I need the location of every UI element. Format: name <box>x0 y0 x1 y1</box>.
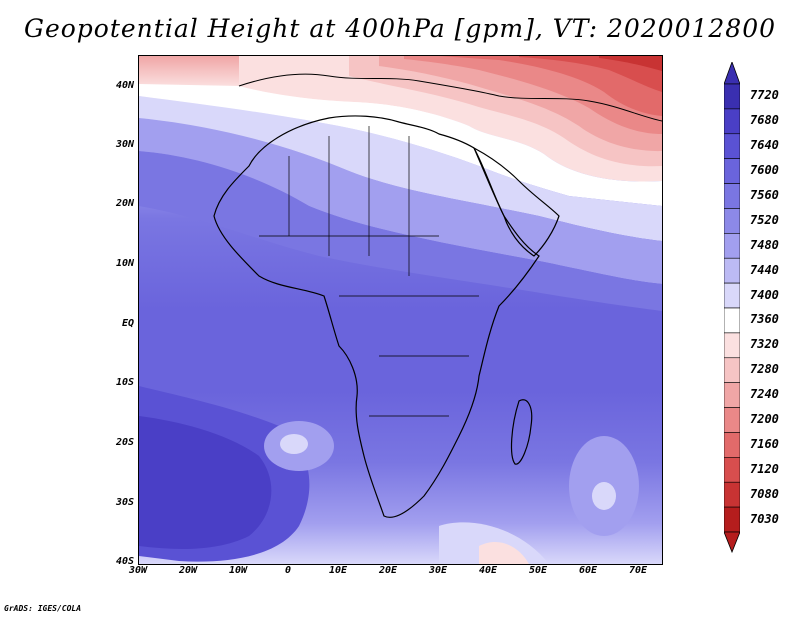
colorbar-swatch <box>723 357 741 383</box>
lon-label-50e: 50E <box>528 565 548 576</box>
contour-7160 <box>519 56 662 92</box>
colorbar-label: 7560 <box>750 188 779 202</box>
contour-7480 <box>139 118 662 284</box>
colorbar-label: 7680 <box>750 113 779 128</box>
lon-label-20e: 20E <box>378 565 398 576</box>
africa-coastline <box>213 115 540 518</box>
lon-label-70e: 70E <box>628 565 648 576</box>
colorbar-swatch <box>723 332 741 359</box>
colorbar-swatch <box>723 506 741 533</box>
colorbar-label: 7720 <box>750 88 779 103</box>
contour-7120 <box>599 56 662 71</box>
colorbar-label: 7480 <box>750 237 779 252</box>
colorbar-swatch <box>723 307 741 334</box>
colorbar-label: 7640 <box>750 138 779 153</box>
colorbar-min-arrow <box>723 531 741 554</box>
colorbar-swatch <box>723 481 741 508</box>
colorbar-swatch <box>723 183 741 209</box>
southern-warm-patch <box>479 542 529 564</box>
lat-label-20s: 20S <box>115 437 134 448</box>
colorbar-swatch <box>723 158 741 184</box>
height-field-map <box>139 56 662 564</box>
country-borders <box>259 126 479 417</box>
contour-7400 <box>139 84 662 206</box>
arabia-outline <box>472 146 560 257</box>
contour-7680 <box>139 416 272 549</box>
colorbar-label: 7400 <box>750 287 779 302</box>
colorbar-label: 7160 <box>750 436 779 451</box>
contour-7520 <box>139 151 662 311</box>
colorbar-swatch <box>723 83 741 110</box>
lon-label-20w: 20W <box>178 565 198 576</box>
colorbar-label: 7360 <box>750 312 779 327</box>
colorbar-swatch <box>723 432 741 458</box>
colorbar-graphic <box>723 60 741 554</box>
colorbar-label: 7320 <box>750 337 779 352</box>
lat-label-20n: 20N <box>115 198 134 209</box>
indian-ocean-core <box>592 482 616 510</box>
lon-label-10w: 10W <box>228 565 248 576</box>
lat-label-30s: 30S <box>115 497 134 508</box>
map-title: Geopotential Height at 400hPa [gpm], VT:… <box>23 14 777 43</box>
colorbar-label: 7600 <box>750 163 779 178</box>
colorbar-swatch <box>723 133 741 159</box>
colorbar-label: 7280 <box>750 362 779 377</box>
colorbar-label: 7200 <box>750 412 779 426</box>
lon-label-30w: 30W <box>128 565 148 576</box>
map-panel <box>138 55 663 565</box>
colorbar-label: 7240 <box>750 387 779 402</box>
colorbar-label: 7030 <box>750 511 779 526</box>
lat-label-40s: 40S <box>115 556 134 567</box>
colorbar-swatch <box>723 257 741 284</box>
colorbar-swatch <box>723 108 741 135</box>
lon-label-40e: 40E <box>478 565 498 576</box>
lon-label-10e: 10E <box>328 565 348 576</box>
contour-7440 <box>139 96 662 241</box>
lat-label-10s: 10S <box>115 377 134 388</box>
colorbar <box>723 60 741 558</box>
colorbar-swatch <box>723 382 741 408</box>
credit-text: GrADS: IGES/COLA <box>4 604 82 613</box>
colorbar-label: 7080 <box>750 486 779 501</box>
colorbar-label: 7120 <box>750 461 779 476</box>
colorbar-label: 7440 <box>750 262 779 277</box>
colorbar-swatch <box>723 407 741 433</box>
south-atlantic-core <box>280 434 308 454</box>
colorbar-max-arrow <box>723 60 741 85</box>
colorbar-swatch <box>723 233 741 259</box>
lon-label-60e: 60E <box>578 565 598 576</box>
lat-label-30n: 30N <box>115 139 134 150</box>
contour-7200 <box>439 56 662 116</box>
lat-label-40n: 40N <box>115 80 134 91</box>
lat-label-10n: 10N <box>115 258 134 269</box>
europe-coastline <box>238 73 662 122</box>
colorbar-label: 7520 <box>750 212 779 227</box>
madagascar-outline <box>510 399 533 465</box>
colorbar-swatch <box>723 282 741 309</box>
colorbar-swatch <box>723 208 741 234</box>
lon-label-30e: 30E <box>428 565 448 576</box>
lat-label-eq: EQ <box>121 318 134 329</box>
colorbar-swatch <box>723 457 741 483</box>
lon-label-0: 0 <box>284 565 292 576</box>
